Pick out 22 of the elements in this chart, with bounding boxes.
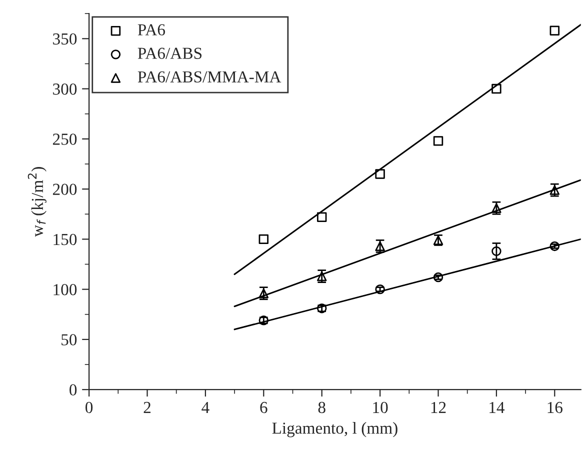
y-tick-label: 100 [54,284,77,296]
x-tick-label: 4 [202,402,210,413]
x-axis-title: Ligamento, l (mm) [272,422,398,438]
y-tick-label: 350 [53,33,77,45]
x-tick-label: 12 [431,402,446,413]
y-tick-label: 150 [54,234,77,246]
legend-label: PA6/ABS [138,48,202,59]
x-tick-label: 2 [144,402,150,413]
y-axis-title: w$_{f}$ (kj/m$^{2}$) [28,167,46,237]
x-tick-label: 14 [490,402,505,413]
legend-label: PA6 [138,24,165,36]
y-tick-label: 250 [52,134,77,145]
y-tick-label: 50 [62,334,77,346]
x-tick-label: 6 [260,402,268,414]
x-tick-label: 0 [86,402,93,414]
legend-label: PA6/ABS/MMA-MA [138,71,282,83]
y-tick-label: 200 [52,184,77,195]
x-tick-label: 16 [548,402,562,414]
y-tick-label: 0 [70,384,77,396]
y-tick-label: 300 [53,83,77,95]
x-tick-label: 10 [373,402,388,414]
x-tick-label: 8 [318,402,326,414]
